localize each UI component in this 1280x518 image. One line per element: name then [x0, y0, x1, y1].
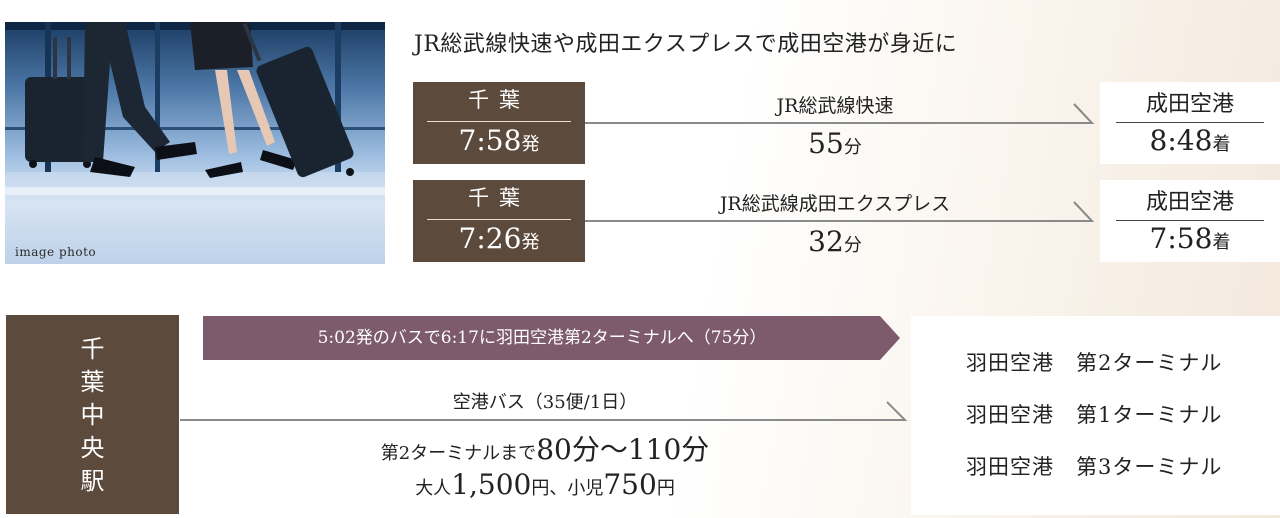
route2-depart-suffix: 発: [521, 232, 540, 253]
route1-depart-time: 7:58: [458, 124, 522, 157]
bus-station-char: 中: [80, 401, 105, 429]
fare-child-value: 750: [603, 468, 657, 501]
photo-caption: image photo: [15, 245, 97, 259]
route1-destination-divider: [1116, 122, 1264, 123]
bus-station-char: 駅: [80, 467, 105, 495]
bus-duration-value: 80分～110分: [536, 433, 710, 466]
route1-arrive-suffix: 着: [1212, 134, 1231, 155]
route2-origin-box: 千葉 7:26発: [413, 180, 585, 262]
bus-highlight-text: 5:02発のバスで6:17に羽田空港第2ターミナルへ（75分）: [317, 328, 767, 348]
terminal-2: 羽田空港 第2ターミナル: [966, 351, 1223, 375]
route1-duration: 55分: [585, 127, 1085, 160]
route1-arrive-time: 8:48: [1149, 124, 1213, 157]
route1-minutes-suffix: 分: [843, 137, 862, 158]
route2-destination: 成田空港: [1145, 190, 1234, 215]
route1-arrive: 8:48着: [1100, 124, 1280, 157]
route2-depart: 7:26発: [413, 222, 585, 255]
terminal-3: 羽田空港 第3ターミナル: [966, 455, 1223, 479]
terminals-panel: 羽田空港 第2ターミナル 羽田空港 第1ターミナル 羽田空港 第3ターミナル: [911, 316, 1280, 515]
route2-depart-time: 7:26: [458, 222, 522, 255]
bus-station-box: 千葉中央駅: [6, 315, 179, 514]
bus-highlight-arrow: [203, 316, 900, 360]
route2-origin: 千葉: [468, 186, 530, 210]
bus-fare: 大人1,500円、小児750円: [180, 468, 910, 501]
fare-child-unit: 円: [656, 478, 675, 499]
bus-service: 空港バス（35便/1日）: [452, 392, 638, 413]
fare-adult-prefix: 大人: [415, 478, 452, 499]
bus-station-name: 千葉中央駅: [6, 333, 179, 498]
route1-origin: 千葉: [468, 88, 530, 112]
bus-duration: 第2ターミナルまで80分～110分: [180, 428, 910, 468]
terminal-1: 羽田空港 第1ターミナル: [966, 403, 1223, 427]
bus-station-char: 千: [80, 335, 105, 363]
route1-minutes: 55: [808, 127, 844, 160]
bus-arrow-line: [180, 401, 908, 421]
route2-arrive-suffix: 着: [1212, 232, 1231, 253]
route2-arrive-time: 7:58: [1149, 222, 1213, 255]
route1-destination: 成田空港: [1145, 92, 1234, 117]
route1-arrow-line: [585, 103, 1095, 124]
route2-destination-divider: [1116, 220, 1264, 221]
route2-duration: 32分: [585, 225, 1085, 258]
fare-adult-value: 1,500: [451, 468, 532, 501]
route2-arrow-line: [585, 201, 1095, 222]
route1-depart-suffix: 発: [521, 134, 540, 155]
route1-destination-box: 成田空港 8:48着: [1100, 82, 1280, 164]
fare-adult-unit: 円、小児: [531, 478, 604, 499]
bus-station-char: 央: [80, 434, 105, 462]
route2-destination-box: 成田空港 7:58着: [1100, 180, 1280, 262]
travelers-illustration: [5, 22, 385, 264]
route1-origin-divider: [427, 121, 571, 122]
route2-minutes: 32: [808, 225, 844, 258]
route2-line: JR総武線成田エクスプレス: [719, 193, 951, 215]
photo-image: image photo: [5, 22, 385, 264]
route2-arrive: 7:58着: [1100, 222, 1280, 255]
route1-depart: 7:58発: [413, 124, 585, 157]
route1-line: JR総武線快速: [776, 95, 894, 117]
route2-origin-divider: [427, 219, 571, 220]
route1-origin-box: 千葉 7:58発: [413, 82, 585, 164]
bus-duration-prefix: 第2ターミナルまで: [380, 443, 537, 464]
bus-station-char: 葉: [80, 368, 105, 396]
route2-minutes-suffix: 分: [843, 235, 862, 256]
headline: JR総武線快速や成田エクスプレスで成田空港が身近に: [414, 32, 958, 57]
